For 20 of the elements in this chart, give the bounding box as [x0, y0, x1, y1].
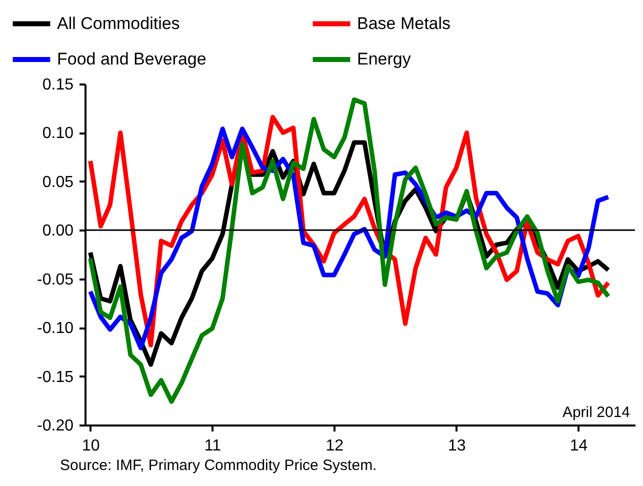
legend-label: All Commodities [57, 14, 180, 33]
legend-label: Base Metals [357, 14, 451, 33]
x-tick-label: 13 [448, 438, 466, 454]
x-tick-label: 14 [570, 438, 588, 454]
y-tick-label: -0.05 [37, 271, 74, 288]
y-tick-label: 0.00 [42, 222, 74, 240]
line-series [88, 97, 611, 404]
legend-label: Food and Beverage [57, 50, 206, 68]
source-note: Source: IMF, Primary Commodity Price System. [60, 457, 377, 474]
x-tick-label: 10 [82, 438, 100, 454]
y-tick-label: 0.10 [42, 125, 74, 142]
x-tick-label: 11 [204, 438, 222, 454]
legend-label: Energy [357, 50, 412, 68]
x-tick-label: 12 [326, 438, 344, 454]
y-tick-label: -0.20 [37, 418, 74, 434]
annotation: April 2014 [562, 404, 630, 421]
y-tick-label: -0.15 [37, 368, 74, 386]
y-tick-label: 0.05 [42, 174, 74, 191]
y-tick-label: 0.15 [42, 76, 74, 94]
y-tick-label: -0.10 [37, 320, 74, 338]
